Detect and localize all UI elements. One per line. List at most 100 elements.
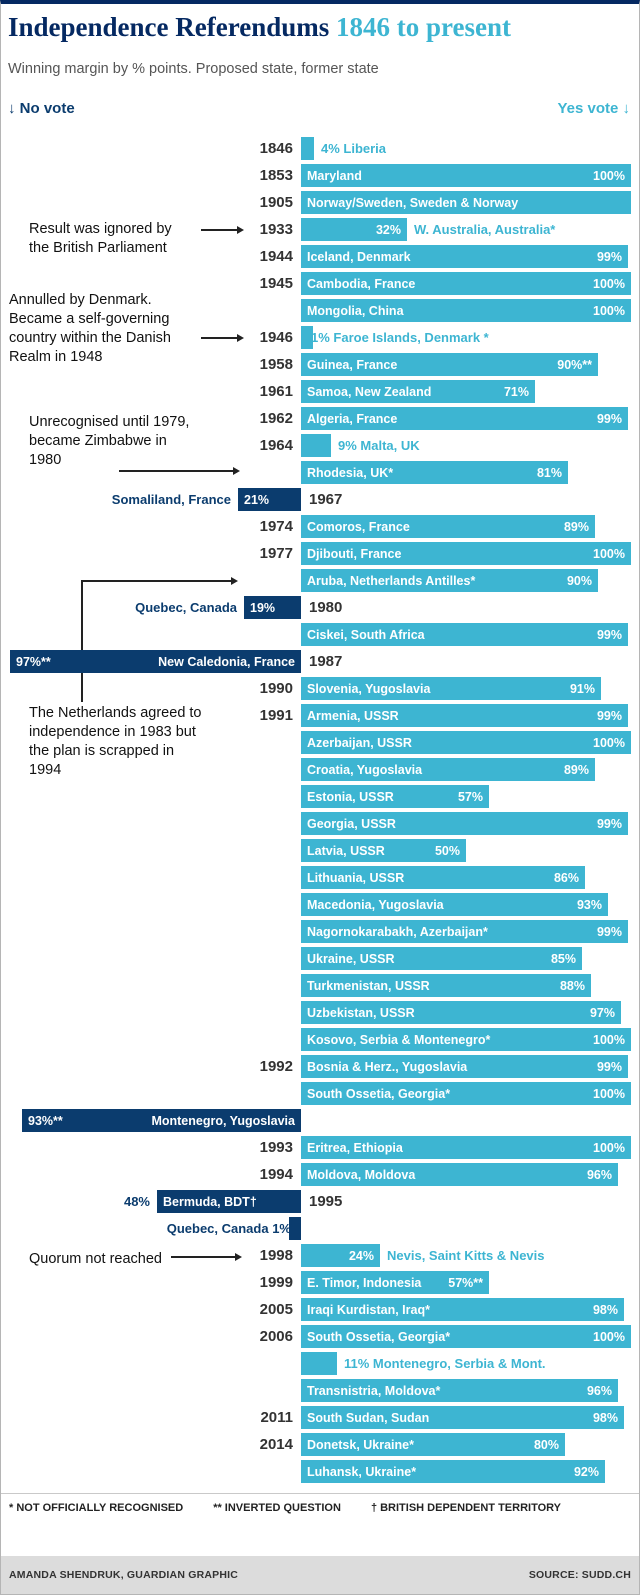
year-label: 1987 [309,653,343,670]
referendum-row: Turkmenistan, USSR 88% [1,974,639,997]
yes-vote-bar: 24% [301,1244,380,1267]
referendum-row: 1995 48% Bermuda, BDT† [1,1190,639,1213]
referendum-row: 1980 Quebec, Canada 19% [1,596,639,619]
bar-outside-label: W. Australia, Australia* [414,222,556,237]
bar-label: Djibouti, France [307,546,402,561]
bar-percent: 96% [586,1383,612,1398]
bar-label: Nagornokarabakh, Azerbaijan* [307,924,488,939]
bar-percent: 32% [375,222,401,237]
footnote-inverted-question: ** INVERTED QUESTION [213,1502,341,1514]
year-label: 1946 [259,329,293,346]
bar-percent: 99% [596,816,622,831]
bar-outside-label: Somaliland, France [111,492,231,507]
year-label: 1980 [309,599,343,616]
year-label: 1977 [259,545,293,562]
referendum-row: 1993 Eritrea, Ethiopia 100% [1,1136,639,1159]
referendum-row: Estonia, USSR 57% [1,785,639,808]
referendum-row: Luhansk, Ukraine* 92% [1,1460,639,1483]
yes-vote-bar: Rhodesia, UK* 81% [301,461,568,484]
axis-yes-vote-label: Yes vote ↓ [557,100,630,117]
yes-vote-bar: Uzbekistan, USSR 97% [301,1001,621,1024]
yes-vote-bar: Mongolia, China 100% [301,299,631,322]
bar-label: Rhodesia, UK* [307,465,394,480]
referendum-row: Aruba, Netherlands Antilles* 90% [1,569,639,592]
bar-label: South Ossetia, Georgia* [307,1086,451,1101]
yes-vote-bar [301,137,314,160]
bar-percent: 100% [593,1032,625,1047]
referendum-row: Croatia, Yugoslavia 89% [1,758,639,781]
bar-percent: 98% [592,1302,618,1317]
year-label: 1991 [259,707,293,724]
referendum-row: 1944 Iceland, Denmark 99% [1,245,639,268]
bar-label: Turkmenistan, USSR [307,978,430,993]
bar-label: Lithuania, USSR [307,870,405,885]
yes-vote-bar: South Ossetia, Georgia* 100% [301,1325,631,1348]
yes-vote-bar: Samoa, New Zealand 71% [301,380,535,403]
no-vote-bar: 21% [238,488,301,511]
year-label: 1974 [259,518,293,535]
bar-percent: 89% [563,519,589,534]
year-label: 1933 [259,221,293,238]
annotation-quorum: Quorum not reached [29,1251,162,1267]
yes-vote-bar: Estonia, USSR 57% [301,785,489,808]
bar-percent: 96% [586,1167,612,1182]
yes-vote-bar: South Ossetia, Georgia* 100% [301,1082,631,1105]
footnote-not-recognised: * NOT OFFICIALLY RECOGNISED [9,1502,184,1514]
bar-label: Bermuda, BDT† [163,1194,257,1209]
credits-bar: AMANDA SHENDRUK, GUARDIAN GRAPHIC SOURCE… [1,1556,639,1594]
year-label: 1958 [259,356,293,373]
bar-outside-label: 9% Malta, UK [338,438,420,453]
bar-label: E. Timor, Indonesia [307,1275,422,1290]
bar-outside-label: 4% Liberia [321,141,387,156]
referendum-row: 93%** Montenegro, Yugoslavia [1,1109,639,1132]
year-label: 1993 [259,1139,293,1156]
referendum-row: 1846 4% Liberia [1,137,639,160]
yes-vote-bar [301,326,313,349]
referendum-row: Mongolia, China 100% [1,299,639,322]
yes-vote-bar: Cambodia, France 100% [301,272,631,295]
referendum-row: 1991 Armenia, USSR 99% [1,704,639,727]
bar-label: Iraqi Kurdistan, Iraq* [307,1302,430,1317]
referendum-row: 1974 Comoros, France 89% [1,515,639,538]
year-label: 2005 [259,1301,293,1318]
bar-outside-percent: 48% [123,1194,150,1209]
bar-percent: 89% [563,762,589,777]
referendum-row: 1958 Guinea, France 90%** [1,353,639,376]
bar-percent: 86% [553,870,579,885]
bar-percent: 71% [503,384,529,399]
bar-percent: 100% [593,546,625,561]
bar-percent: 93%** [28,1113,63,1128]
yes-vote-bar: Ciskei, South Africa 99% [301,623,628,646]
bar-outside-label: 1% Faroe Islands, Denmark * [311,330,489,345]
year-label: 1994 [259,1166,293,1183]
footnotes: * NOT OFFICIALLY RECOGNISED ** INVERTED … [1,1493,639,1514]
annotation-british-parliament: Result was ignored by the British Parlia… [29,221,172,256]
bar-percent: 99% [596,1059,622,1074]
annotation-line-aruba-vertical [81,580,83,702]
bar-percent: 57% [457,789,483,804]
yes-vote-bar: Croatia, Yugoslavia 89% [301,758,595,781]
year-label: 1990 [259,680,293,697]
footnote-british-dependent: † BRITISH DEPENDENT TERRITORY [370,1502,562,1514]
yes-vote-bar: Guinea, France 90%** [301,353,598,376]
bar-label: Croatia, Yugoslavia [307,762,423,777]
referendum-row: 1990 Slovenia, Yugoslavia 91% [1,677,639,700]
referendum-row: 2006 South Ossetia, Georgia* 100% [1,1325,639,1348]
referendum-row: Ukraine, USSR 85% [1,947,639,970]
yes-vote-bar: Eritrea, Ethiopia 100% [301,1136,631,1159]
bar-outside-label: Nevis, Saint Kitts & Nevis [387,1248,545,1263]
referendum-row: 2005 Iraqi Kurdistan, Iraq* 98% [1,1298,639,1321]
year-label: 1967 [309,491,343,508]
bar-percent: 24% [348,1248,374,1263]
bar-label: Slovenia, Yugoslavia [307,681,431,696]
annotation-arrow-1933 [201,226,244,234]
referendum-row: Latvia, USSR 50% [1,839,639,862]
bar-label: Kosovo, Serbia & Montenegro* [307,1032,491,1047]
yes-vote-bar: Ukraine, USSR 85% [301,947,582,970]
referendum-row: Uzbekistan, USSR 97% [1,1001,639,1024]
referendum-row: Rhodesia, UK* 81% [1,461,639,484]
yes-vote-bar: Nagornokarabakh, Azerbaijan* 99% [301,920,628,943]
yes-vote-bar: Algeria, France 99% [301,407,628,430]
referendum-row: Quebec, Canada 1% [1,1217,639,1240]
